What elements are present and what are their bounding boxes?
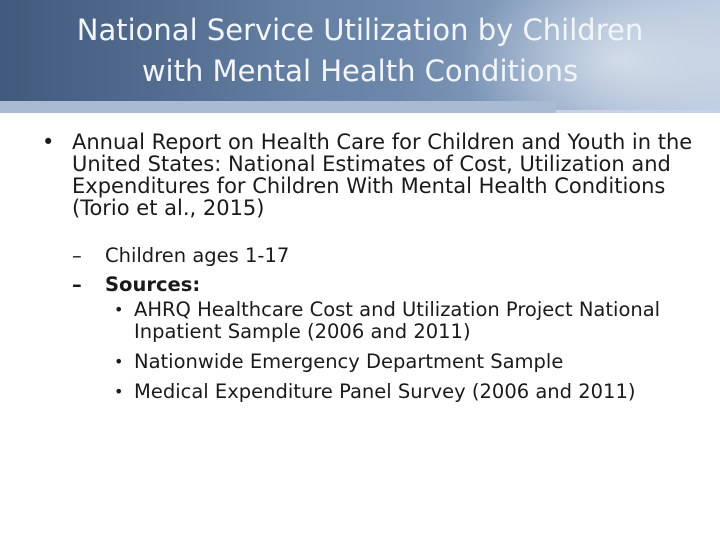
- sub-sub-bullet-item: • AHRQ Healthcare Cost and Utilization P…: [34, 299, 694, 343]
- sub-sub-bullet-text: Medical Expenditure Panel Survey (2006 a…: [134, 380, 636, 403]
- sub-bullet-item: – Sources:: [34, 270, 694, 299]
- sub-bullet-item: – Children ages 1-17: [34, 241, 694, 270]
- title-band: National Service Utilization by Children…: [0, 0, 720, 110]
- sub-sub-bullet-text: Nationwide Emergency Department Sample: [134, 350, 564, 373]
- title-divider: [0, 101, 556, 113]
- bullet-text: Annual Report on Health Care for Childre…: [72, 130, 693, 220]
- title-divider-accent: [556, 110, 720, 113]
- bullet-icon: •: [114, 352, 124, 371]
- sub-sub-bullet-item: • Medical Expenditure Panel Survey (2006…: [34, 381, 694, 403]
- sub-bullet-text: Children ages 1-17: [105, 244, 290, 267]
- title-shade: [0, 0, 300, 110]
- sub-sub-bullet-text: AHRQ Healthcare Cost and Utilization Pro…: [134, 298, 661, 343]
- sub-sub-bullet-item: • Nationwide Emergency Department Sample: [34, 351, 694, 373]
- bullet-icon: •: [42, 130, 55, 154]
- bullet-icon: •: [114, 382, 124, 401]
- bullet-item: • Annual Report on Health Care for Child…: [34, 131, 694, 219]
- bullet-icon: •: [114, 300, 124, 319]
- slide-title-line-2: with Mental Health Conditions: [141, 54, 579, 88]
- slide-title-line-1: National Service Utilization by Children: [76, 13, 644, 47]
- slide-body: • Annual Report on Health Care for Child…: [34, 131, 694, 411]
- slide-title: National Service Utilization by Children…: [0, 10, 720, 92]
- sub-bullet-text: Sources:: [105, 273, 201, 296]
- dash-icon: –: [72, 273, 82, 296]
- title-glow: [460, 0, 720, 110]
- dash-icon: –: [72, 244, 82, 267]
